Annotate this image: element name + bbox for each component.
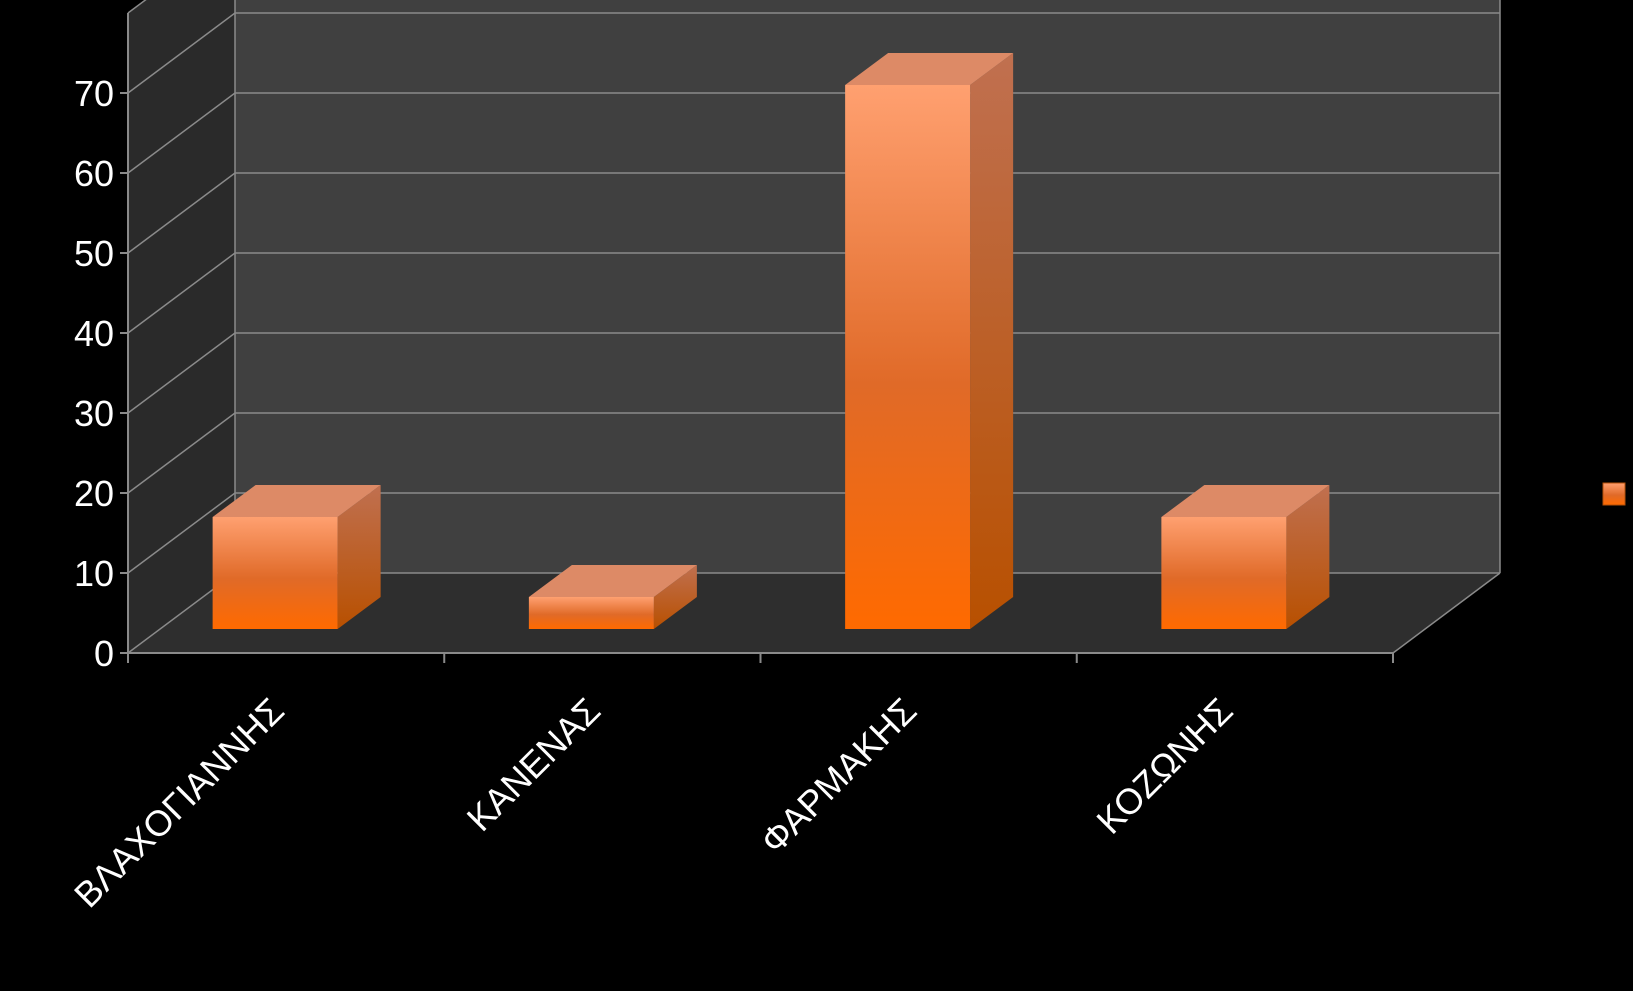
bar-side xyxy=(970,53,1014,629)
x-tick-label: ΦΑΡΜΑΚΗΣ xyxy=(752,690,924,862)
bar-side xyxy=(653,565,697,629)
y-axis-ticks: 0 10 20 30 40 50 60 70 xyxy=(74,73,128,674)
y-tick-label: 70 xyxy=(74,73,114,114)
x-axis-ticks: ΒΛΑΧΟΓΙΑΝΝΗΣ ΚΑΝΕΝΑΣ ΦΑΡΜΑΚΗΣ ΚΟΖΩΝΗΣ xyxy=(66,653,1394,916)
y-tick-label: 0 xyxy=(94,633,114,674)
bar-front xyxy=(528,597,654,629)
bar-side xyxy=(1286,485,1330,629)
y-tick-label: 50 xyxy=(74,233,114,274)
legend-swatch xyxy=(1602,482,1626,506)
bar xyxy=(845,53,1014,629)
x-tick-label: ΒΛΑΧΟΓΙΑΝΝΗΣ xyxy=(66,690,292,916)
bar xyxy=(528,565,697,629)
floor-edge xyxy=(1392,572,1501,654)
bar-top xyxy=(845,53,1014,85)
floor xyxy=(128,573,1500,653)
side-wall xyxy=(128,0,235,653)
bar-front xyxy=(845,85,971,629)
bar xyxy=(212,485,381,629)
y-tick-label: 60 xyxy=(74,153,114,194)
x-tick-label: ΚΟΖΩΝΗΣ xyxy=(1088,690,1240,842)
gridlines xyxy=(127,0,1501,661)
bar xyxy=(1161,485,1330,629)
bar-top xyxy=(528,565,697,597)
bar-front xyxy=(1161,517,1287,629)
bars xyxy=(212,53,1330,629)
y-tick-label: 40 xyxy=(74,313,114,354)
y-tick-label: 20 xyxy=(74,473,114,514)
y-tick-label: 30 xyxy=(74,393,114,434)
wall-edge xyxy=(127,0,1501,573)
bar-top xyxy=(1161,485,1330,517)
bar-top xyxy=(212,485,381,517)
x-tick-label: ΚΑΝΕΝΑΣ xyxy=(459,690,608,839)
legend xyxy=(1602,482,1626,506)
bar-side xyxy=(337,485,381,629)
bar-front xyxy=(212,517,338,629)
y-tick-label: 10 xyxy=(74,553,114,594)
